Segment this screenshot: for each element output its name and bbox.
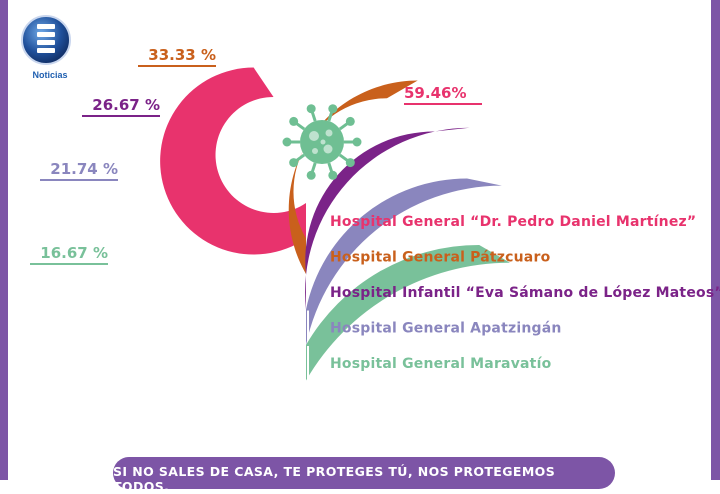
legend-label-5: Hospital General Maravatío	[330, 356, 552, 372]
ring-bar-1	[160, 67, 306, 255]
right-frame-bar	[711, 0, 720, 480]
ring-bar-5	[306, 244, 510, 381]
slogan-banner: SI NO SALES DE CASA, TE PROTEGES TÚ, NOS…	[113, 457, 615, 494]
radial-bar-chart: Hospital General “Dr. Pedro Daniel Martí…	[30, 46, 720, 381]
value-label-3: 26.67 %	[92, 96, 160, 114]
virus-icon	[282, 104, 362, 180]
logo-text: Noticias	[32, 70, 67, 80]
value-label-5: 16.67 %	[40, 244, 108, 262]
slogan-text: SI NO SALES DE CASA, TE PROTEGES TÚ, NOS…	[113, 464, 556, 494]
legend-label-1: Hospital General “Dr. Pedro Daniel Martí…	[330, 214, 696, 230]
legend-label-2: Hospital General Pátzcuaro	[330, 249, 551, 265]
legend-label-4: Hospital General Apatzingán	[330, 320, 562, 336]
news-logo: Noticias	[21, 15, 71, 80]
value-label-4: 21.74 %	[50, 160, 118, 178]
ring-bar-2	[288, 80, 418, 274]
left-frame-bar	[0, 0, 8, 480]
ring-bar-3	[305, 127, 470, 310]
value-label-1: 59.46%	[404, 84, 466, 102]
legend-label-3: Hospital Infantil “Eva Sámano de López M…	[330, 285, 720, 301]
value-label-2: 33.33 %	[148, 46, 216, 64]
